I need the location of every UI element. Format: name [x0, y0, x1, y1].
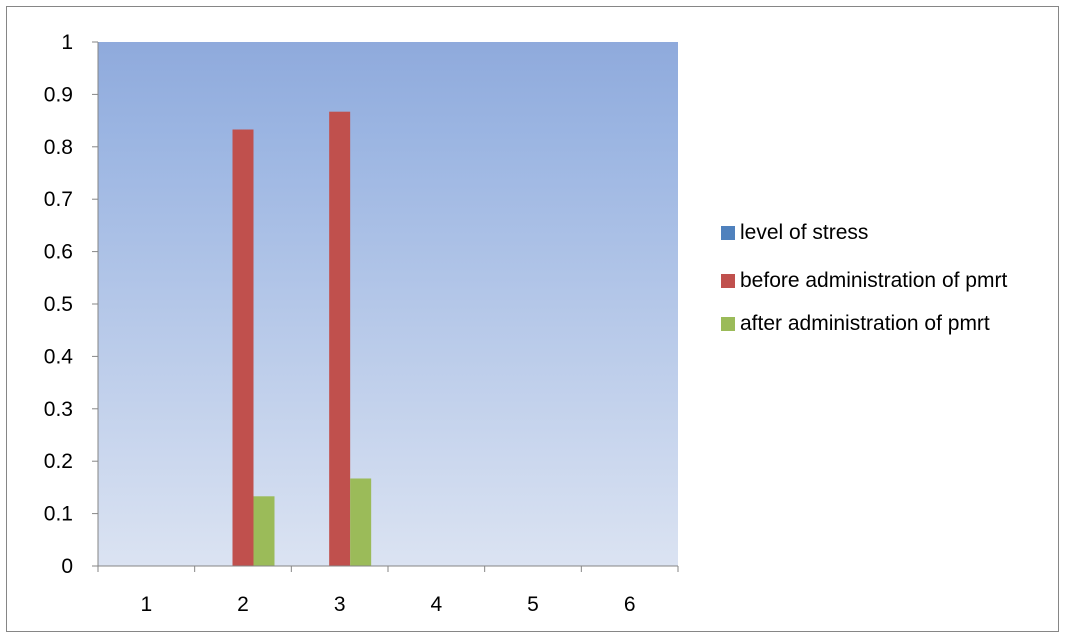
bar-before-administration-of-pmrt-2 [232, 129, 254, 566]
chart-svg: 0 0.1 0.2 0.3 0.4 0.5 0.6 0.7 0.8 0.9 1 1 2 3 4 5 6 [44, 31, 679, 616]
y-tick-label: 0.8 [44, 136, 73, 159]
bars-layer [232, 111, 372, 566]
labels-layer: 0 0.1 0.2 0.3 0.4 0.5 0.6 0.7 0.8 0.9 1 1 2 3 4 5 6 [44, 31, 636, 616]
y-tick-label: 0.9 [44, 83, 73, 106]
x-tick-label: 4 [430, 593, 442, 616]
plot-area [98, 42, 678, 566]
legend-label: after administration of pmrt [740, 312, 990, 335]
y-tick-label: 0.3 [44, 398, 73, 421]
y-tick-label: 0 [61, 555, 73, 578]
y-tick-label: 0.2 [44, 450, 73, 473]
y-tick-label: 0.5 [44, 293, 73, 316]
x-tick-label: 5 [527, 593, 539, 616]
legend-swatch [721, 274, 735, 288]
y-tick-label: 0.7 [44, 188, 73, 211]
y-tick-label: 1 [61, 31, 73, 54]
x-tick-label: 1 [140, 593, 152, 616]
legend: level of stress before administration of… [721, 219, 1061, 358]
x-tick-label: 6 [624, 593, 636, 616]
legend-swatch [721, 317, 735, 331]
x-tick-label: 2 [237, 593, 249, 616]
bar-before-administration-of-pmrt-3 [329, 111, 351, 566]
bar-after-administration-of-pmrt-3 [350, 478, 372, 566]
legend-label: before administration of pmrt [740, 269, 1008, 292]
chart-frame: 0 0.1 0.2 0.3 0.4 0.5 0.6 0.7 0.8 0.9 1 1 2 3 4 5 6 leve… [6, 6, 1059, 632]
legend-item-after-pmrt: after administration of pmrt [721, 310, 1061, 337]
y-tick-label: 0.6 [44, 241, 73, 264]
axes-layer [92, 41, 679, 572]
y-tick-label: 0.4 [44, 345, 74, 368]
x-tick-label: 3 [334, 593, 346, 616]
bar-after-administration-of-pmrt-2 [253, 496, 275, 566]
legend-item-level-of-stress: level of stress [721, 219, 1061, 246]
y-tick-label: 0.1 [44, 503, 73, 526]
legend-item-before-pmrt: before administration of pmrt [721, 267, 1061, 294]
legend-swatch [721, 226, 735, 240]
legend-label: level of stress [740, 221, 869, 244]
